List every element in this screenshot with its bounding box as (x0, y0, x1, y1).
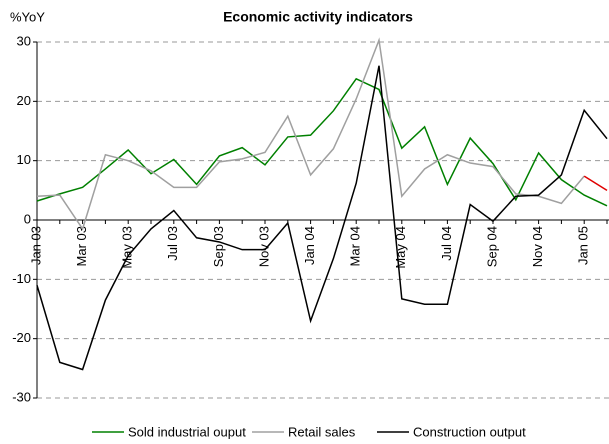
series-line (36, 37, 585, 231)
x-tick-label: Jul 04 (439, 226, 454, 261)
y-tick-label: 10 (17, 152, 31, 167)
x-tick-label: Nov 03 (256, 226, 271, 267)
legend-label: Construction output (413, 424, 526, 439)
series-line (36, 77, 608, 207)
y-tick-label: -10 (12, 271, 31, 286)
x-tick-label: Nov 04 (530, 226, 545, 267)
x-tick-label: May 04 (393, 226, 408, 269)
x-tick-label: Jan 03 (28, 226, 43, 265)
x-tick-label: Mar 03 (74, 226, 89, 266)
y-axis-label: %YoY (10, 9, 45, 24)
x-tick-label: Jan 04 (302, 226, 317, 265)
y-tick-label: -30 (12, 389, 31, 404)
x-tick-label: Jan 05 (576, 226, 591, 265)
x-tick-label: Jul 03 (165, 226, 180, 261)
y-tick-label: 20 (17, 93, 31, 108)
y-tick-label: 0 (24, 211, 31, 226)
x-tick-label: May 03 (120, 226, 135, 269)
y-tick-label: 30 (17, 33, 31, 48)
legend-label: Sold industrial ouput (128, 424, 246, 439)
series-line-last (583, 175, 608, 191)
y-tick-label: -20 (12, 330, 31, 345)
legend-label: Retail sales (288, 424, 356, 439)
x-tick-label: Mar 04 (348, 226, 363, 266)
chart-title: Economic activity indicators (223, 9, 413, 25)
x-tick-label: Sep 04 (484, 226, 499, 267)
x-tick-label: Sep 03 (211, 226, 226, 267)
series-line (36, 65, 608, 371)
